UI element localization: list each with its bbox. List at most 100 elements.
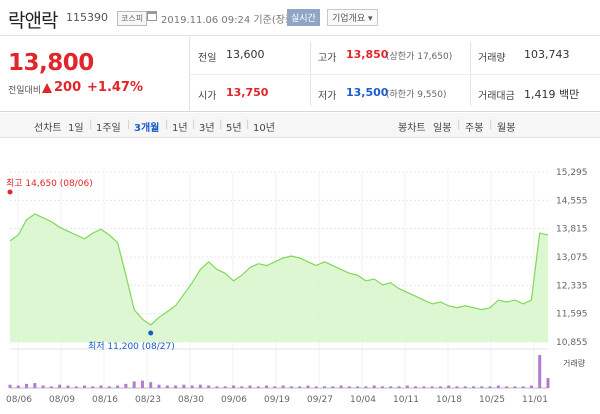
- volume-bar: [356, 386, 360, 388]
- divider: |: [219, 119, 223, 130]
- period-5y[interactable]: 5년: [226, 123, 242, 134]
- volume-bar: [314, 386, 318, 388]
- volume-bar: [207, 385, 211, 388]
- volume-bar: [140, 380, 144, 388]
- volume-bar: [447, 385, 451, 388]
- period-10y[interactable]: 10년: [253, 123, 275, 134]
- volume-bar: [49, 386, 53, 388]
- volume-bar: [265, 385, 269, 388]
- volume-bar: [546, 378, 550, 388]
- divider: |: [246, 119, 250, 130]
- y-tick-label: 13,815: [556, 225, 588, 235]
- volume-bar: [165, 385, 169, 388]
- volume-bar: [463, 386, 467, 388]
- realtime-button[interactable]: 실시간: [287, 9, 320, 26]
- candle-monthly[interactable]: 월봉: [497, 123, 516, 134]
- volume-bar: [273, 386, 277, 388]
- high-marker: [7, 189, 13, 195]
- low-label: 저가: [318, 91, 337, 102]
- period-3m[interactable]: 3개월: [134, 123, 160, 134]
- volume-bar: [240, 386, 244, 388]
- volume-bar: [215, 386, 219, 388]
- y-tick-label: 11,595: [556, 310, 588, 320]
- volume-bar: [496, 385, 500, 388]
- change-label: 전일대비: [8, 86, 42, 96]
- quote-datetime: 2019.11.06 09:24 기준(장중): [161, 15, 299, 26]
- volume-bar: [124, 383, 128, 388]
- x-tick-label: 08/16: [92, 395, 118, 405]
- current-price-box: 13,800 전일대비 200 +1.47%: [0, 36, 190, 112]
- prev-close-label: 전일: [198, 53, 217, 64]
- volume-bar: [455, 386, 459, 388]
- volume-bar: [505, 386, 509, 388]
- price-chart[interactable]: 15,295 14,555 13,815 13,075 12,335 11,595 10,8…: [0, 150, 600, 414]
- volume-bar: [8, 384, 12, 388]
- x-tick-label: 08/06: [6, 395, 32, 405]
- divider: |: [489, 119, 493, 130]
- low-marker: [148, 330, 154, 336]
- volume-bar: [91, 386, 95, 388]
- volume-label: 거래량: [478, 53, 506, 64]
- stock-code: 115390: [66, 11, 108, 24]
- y-tick-label: 12,335: [556, 281, 588, 291]
- volume-bar: [289, 386, 293, 388]
- x-tick-label: 11/01: [522, 395, 548, 405]
- volume-bar: [116, 385, 120, 388]
- volume-bar: [538, 355, 542, 388]
- market-badge: 코스피: [117, 11, 148, 26]
- volume-axis-label: 거래량: [563, 358, 586, 368]
- volume-bar: [33, 383, 37, 388]
- company-overview-dropdown[interactable]: 기업개요 ▾: [327, 9, 378, 26]
- volume-bar: [16, 385, 20, 388]
- volume-bar: [488, 386, 492, 388]
- change-value: 200: [54, 80, 82, 95]
- period-1w[interactable]: 1주일: [96, 123, 121, 134]
- candle-daily[interactable]: 일봉: [433, 123, 452, 134]
- x-tick-label: 10/25: [479, 395, 505, 405]
- volume-bar: [231, 385, 235, 388]
- lower-limit: (하한가 9,550): [386, 90, 447, 100]
- change-percent: +1.47%: [87, 80, 143, 95]
- stock-header: 락앤락 115390 코스피 2019.11.06 09:24 기준(장중) 실…: [0, 0, 600, 36]
- volume-bar: [107, 386, 111, 388]
- divider: |: [165, 119, 169, 130]
- volume-bar: [99, 385, 103, 388]
- period-3y[interactable]: 3년: [199, 123, 215, 134]
- x-tick-label: 08/30: [178, 395, 204, 405]
- volume-bar: [331, 386, 335, 388]
- candle-weekly[interactable]: 주봉: [465, 123, 484, 134]
- y-tick-label: 14,555: [556, 196, 588, 206]
- current-price: 13,800: [8, 50, 94, 76]
- period-1d[interactable]: 1일: [68, 123, 84, 134]
- volume-bar: [306, 385, 310, 388]
- volume-bar: [414, 386, 418, 388]
- volume-value: 103,743: [524, 48, 570, 61]
- price-line: [9, 213, 549, 326]
- amount-label: 거래대금: [478, 91, 515, 102]
- volume-bar: [480, 386, 484, 388]
- volume-bar: [372, 385, 376, 388]
- volume-bar: [174, 385, 178, 388]
- volume-bar: [430, 386, 434, 388]
- period-1y[interactable]: 1년: [172, 123, 188, 134]
- volume-bar: [74, 386, 78, 388]
- volume-bar: [157, 384, 161, 388]
- volume-bar: [190, 385, 194, 388]
- low-annotation: 최저 11,200 (08/27): [88, 341, 175, 352]
- divider: |: [192, 119, 196, 130]
- divider: |: [89, 119, 93, 130]
- volume-bar: [66, 385, 70, 388]
- high-value: 13,850: [346, 48, 389, 61]
- y-tick-label: 15,295: [556, 168, 588, 178]
- volume-bar: [223, 386, 227, 388]
- x-tick-label: 09/27: [307, 395, 333, 405]
- x-tick-label: 10/04: [350, 395, 376, 405]
- y-tick-label: 10,855: [556, 338, 588, 348]
- volume-bar: [521, 386, 525, 388]
- x-tick-label: 09/19: [264, 395, 290, 405]
- y-tick-label: 13,075: [556, 253, 588, 263]
- volume-bar: [422, 386, 426, 388]
- volume-bar: [281, 385, 285, 388]
- prev-close-value: 13,600: [226, 48, 265, 61]
- volume-bar: [389, 386, 393, 388]
